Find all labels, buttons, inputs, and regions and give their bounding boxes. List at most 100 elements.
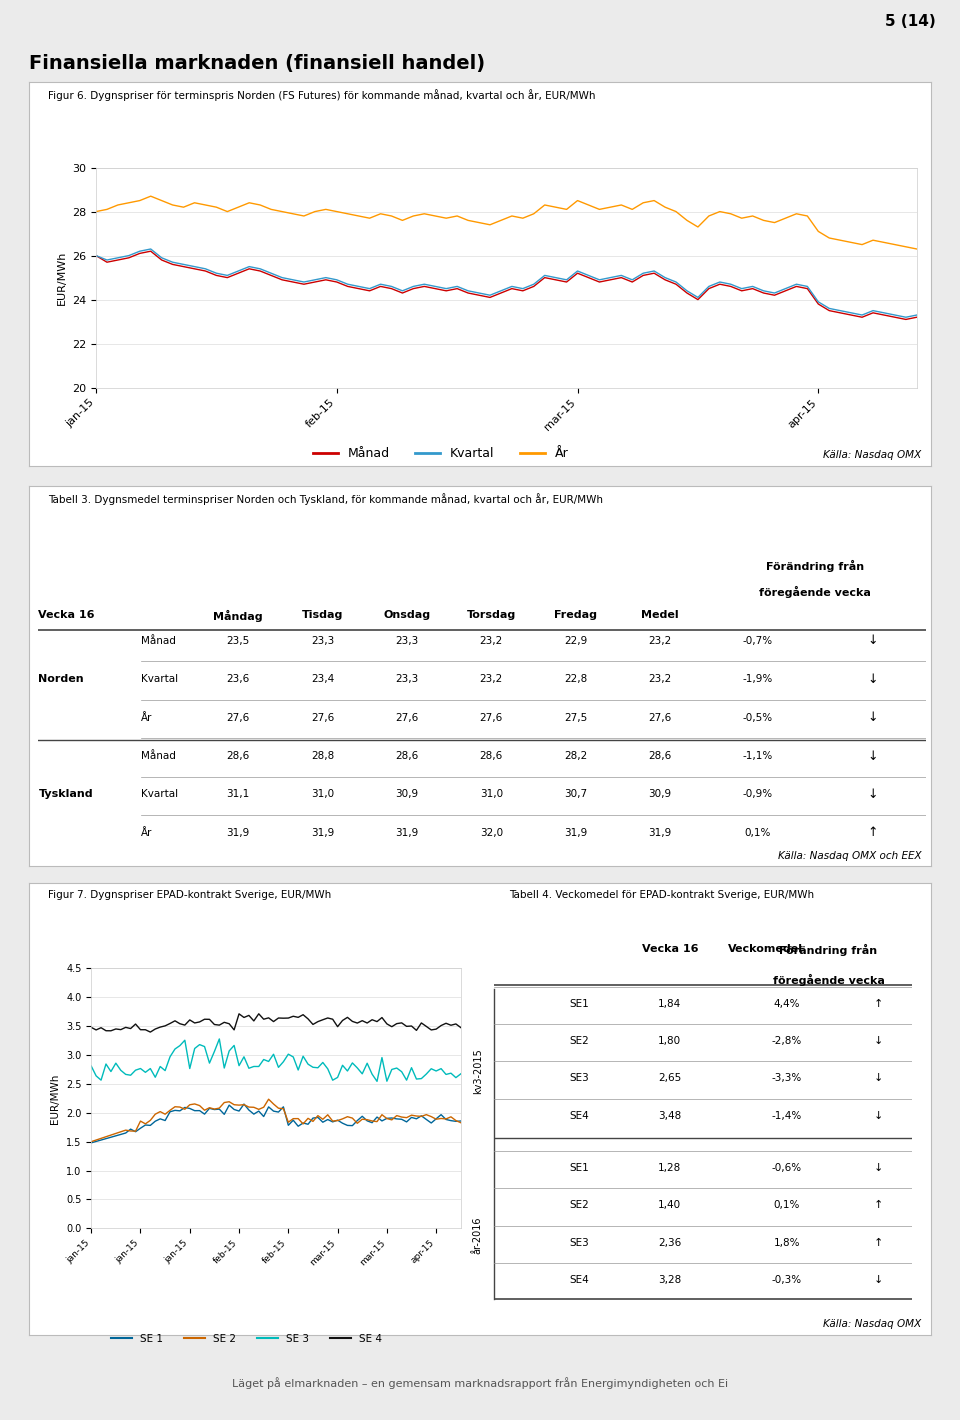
Text: 0,1%: 0,1%: [774, 1200, 800, 1210]
Text: 1,28: 1,28: [659, 1163, 682, 1173]
Text: 22,9: 22,9: [564, 636, 588, 646]
Text: 28,6: 28,6: [396, 751, 419, 761]
Text: 3,48: 3,48: [659, 1110, 682, 1120]
Text: Veckomedel: Veckomedel: [729, 944, 804, 954]
Text: -1,4%: -1,4%: [772, 1110, 802, 1120]
Text: kv3-2015: kv3-2015: [472, 1048, 483, 1093]
Text: 27,6: 27,6: [227, 713, 250, 723]
Text: ↓: ↓: [874, 1110, 883, 1120]
Text: ↓: ↓: [874, 1275, 883, 1285]
Text: -2,8%: -2,8%: [772, 1035, 802, 1047]
Text: ↓: ↓: [868, 673, 878, 686]
Text: 1,84: 1,84: [659, 998, 682, 1008]
Text: Tabell 3. Dygnsmedel terminspriser Norden och Tyskland, för kommande månad, kvar: Tabell 3. Dygnsmedel terminspriser Norde…: [48, 493, 603, 504]
Text: 28,8: 28,8: [311, 751, 334, 761]
Text: ↓: ↓: [874, 1074, 883, 1083]
Text: 23,5: 23,5: [227, 636, 250, 646]
Text: Kvartal: Kvartal: [140, 790, 178, 799]
Text: -1,1%: -1,1%: [742, 751, 773, 761]
Text: SE4: SE4: [569, 1275, 589, 1285]
Text: Förändring från: Förändring från: [766, 559, 864, 572]
Legend: Månad, Kvartal, År: Månad, Kvartal, År: [308, 442, 573, 464]
Text: 31,9: 31,9: [648, 828, 672, 838]
Text: ↓: ↓: [874, 1035, 883, 1047]
Text: Månad: Månad: [140, 636, 176, 646]
Text: Finansiella marknaden (finansiell handel): Finansiella marknaden (finansiell handel…: [29, 54, 485, 72]
Text: 23,3: 23,3: [396, 636, 419, 646]
Text: 30,9: 30,9: [648, 790, 672, 799]
Text: 31,1: 31,1: [227, 790, 250, 799]
Text: Måndag: Måndag: [213, 609, 263, 622]
Text: -0,7%: -0,7%: [743, 636, 773, 646]
Text: Figur 7. Dygnspriser EPAD-kontrakt Sverige, EUR/MWh: Figur 7. Dygnspriser EPAD-kontrakt Sveri…: [48, 890, 331, 900]
Text: Onsdag: Onsdag: [383, 609, 430, 619]
Text: 23,2: 23,2: [648, 674, 672, 684]
Text: 32,0: 32,0: [480, 828, 503, 838]
Text: 27,6: 27,6: [480, 713, 503, 723]
Text: SE2: SE2: [569, 1035, 589, 1047]
Text: 22,8: 22,8: [564, 674, 588, 684]
Text: Läget på elmarknaden – en gemensam marknadsrapport från Energimyndigheten och Ei: Läget på elmarknaden – en gemensam markn…: [232, 1377, 728, 1389]
Text: ↑: ↑: [874, 1200, 883, 1210]
Text: -0,9%: -0,9%: [743, 790, 773, 799]
Text: ↓: ↓: [868, 635, 878, 648]
Text: 23,2: 23,2: [480, 636, 503, 646]
Text: Torsdag: Torsdag: [467, 609, 516, 619]
Text: 1,8%: 1,8%: [774, 1238, 800, 1248]
Text: 31,9: 31,9: [311, 828, 334, 838]
Text: 23,3: 23,3: [396, 674, 419, 684]
Text: 28,6: 28,6: [648, 751, 672, 761]
Text: År: År: [140, 713, 152, 723]
Text: Medel: Medel: [641, 609, 679, 619]
Text: 0,1%: 0,1%: [745, 828, 771, 838]
Text: 23,3: 23,3: [311, 636, 334, 646]
Text: ↓: ↓: [868, 750, 878, 763]
Text: ↑: ↑: [874, 998, 883, 1008]
Text: -0,5%: -0,5%: [743, 713, 773, 723]
Text: 1,80: 1,80: [659, 1035, 682, 1047]
Text: föregående vecka: föregående vecka: [759, 586, 872, 598]
Text: ↑: ↑: [874, 1238, 883, 1248]
Text: SE1: SE1: [569, 1163, 589, 1173]
Text: Vecka 16: Vecka 16: [38, 609, 95, 619]
Text: 31,0: 31,0: [480, 790, 503, 799]
Text: -3,3%: -3,3%: [772, 1074, 802, 1083]
Text: 30,9: 30,9: [396, 790, 419, 799]
Text: 28,6: 28,6: [227, 751, 250, 761]
Text: Vecka 16: Vecka 16: [641, 944, 698, 954]
Text: 5 (14): 5 (14): [885, 14, 936, 30]
Text: ↓: ↓: [868, 711, 878, 724]
Text: Tisdag: Tisdag: [301, 609, 344, 619]
Text: 27,6: 27,6: [311, 713, 334, 723]
Text: 31,9: 31,9: [564, 828, 588, 838]
Text: 31,9: 31,9: [396, 828, 419, 838]
Text: Månad: Månad: [140, 751, 176, 761]
Text: föregående vecka: föregående vecka: [773, 974, 884, 985]
Text: 23,2: 23,2: [648, 636, 672, 646]
Text: SE3: SE3: [569, 1074, 589, 1083]
Text: 23,4: 23,4: [311, 674, 334, 684]
Text: 27,6: 27,6: [648, 713, 672, 723]
Text: 2,65: 2,65: [659, 1074, 682, 1083]
Text: 23,2: 23,2: [480, 674, 503, 684]
Text: 23,6: 23,6: [227, 674, 250, 684]
Text: Fredag: Fredag: [554, 609, 597, 619]
Text: Kvartal: Kvartal: [140, 674, 178, 684]
Y-axis label: EUR/MWh: EUR/MWh: [51, 1074, 60, 1123]
Text: Figur 6. Dygnspriser för terminspris Norden (FS Futures) för kommande månad, kva: Figur 6. Dygnspriser för terminspris Nor…: [48, 89, 595, 101]
Text: ↑: ↑: [868, 826, 878, 839]
Legend: SE 1, SE 2, SE 3, SE 4: SE 1, SE 2, SE 3, SE 4: [107, 1329, 386, 1348]
Text: År: År: [140, 828, 152, 838]
Text: 2,36: 2,36: [659, 1238, 682, 1248]
Text: Tabell 4. Veckomedel för EPAD-kontrakt Sverige, EUR/MWh: Tabell 4. Veckomedel för EPAD-kontrakt S…: [509, 890, 814, 900]
Text: SE4: SE4: [569, 1110, 589, 1120]
Y-axis label: EUR/MWh: EUR/MWh: [57, 250, 66, 305]
Text: -0,3%: -0,3%: [772, 1275, 802, 1285]
Text: Norden: Norden: [38, 674, 84, 684]
Text: Förändring från: Förändring från: [780, 944, 877, 956]
Text: -1,9%: -1,9%: [742, 674, 773, 684]
Text: ↓: ↓: [868, 788, 878, 801]
Text: Källa: Nasdaq OMX och EEX: Källa: Nasdaq OMX och EEX: [778, 851, 922, 861]
Text: 31,9: 31,9: [227, 828, 250, 838]
Text: Källa: Nasdaq OMX: Källa: Nasdaq OMX: [824, 450, 922, 460]
